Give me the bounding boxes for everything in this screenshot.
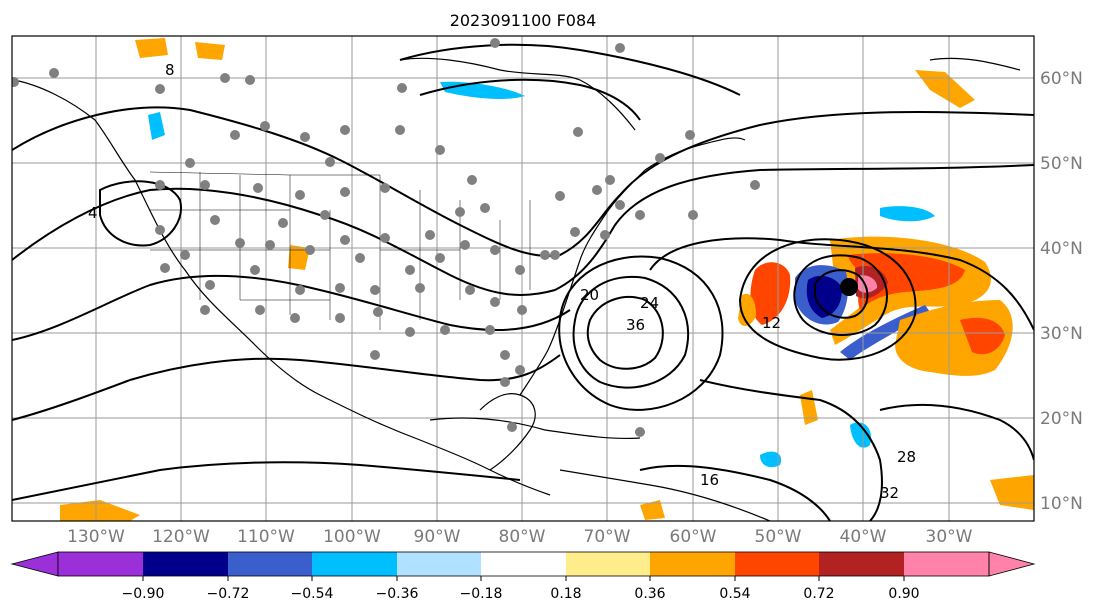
contour-label-4: 4 [88, 204, 98, 222]
warm-patch-3 [915, 70, 975, 108]
colorbar-bin-11 [904, 552, 989, 576]
cold-patch-3 [880, 206, 935, 222]
colorbar-tick-label-4: −0.36 [376, 586, 419, 602]
colorbar-bin-6 [481, 552, 566, 576]
latitude-axis: 60°N 50°N 40°N 30°N 20°N 10°N [1040, 69, 1083, 514]
lon-label-70w: 70°W [584, 527, 631, 547]
map-frame [11, 35, 1035, 522]
contour-value-labels: 4 8 12 16 20 24 28 32 36 [88, 61, 916, 502]
lon-label-30w: 30°W [926, 527, 973, 547]
lon-label-90w: 90°W [414, 527, 461, 547]
colorbar-tick-label-7: 0.36 [634, 586, 665, 602]
lat-label-10n: 10°N [1040, 494, 1083, 514]
colorbar-tick-label-2: −0.72 [207, 586, 250, 602]
warm-patch-1 [135, 38, 168, 58]
colorbar-bin-5 [397, 552, 481, 576]
lon-label-130w: 130°W [67, 527, 125, 547]
warm-patch-6 [990, 475, 1034, 510]
contour-label-32: 32 [880, 484, 899, 502]
contour-label-36: 36 [626, 316, 645, 334]
colorbar-bin-4 [312, 552, 397, 576]
contour-label-24: 24 [640, 294, 659, 312]
coastlines [13, 57, 1021, 521]
colorbar-tick-label-3: −0.54 [291, 586, 334, 602]
lat-label-50n: 50°N [1040, 154, 1083, 174]
colorbar-max-extend [988, 551, 1036, 577]
cold-patch-5 [850, 422, 871, 448]
lon-label-80w: 80°W [499, 527, 546, 547]
colorbar-bin-3 [228, 552, 312, 576]
storm-center-marker [840, 278, 858, 296]
lon-label-100w: 100°W [323, 527, 381, 547]
contour-label-28: 28 [897, 448, 916, 466]
lon-label-120w: 120°W [152, 527, 210, 547]
colorbar-outline [57, 551, 990, 577]
colorbar-min-extend [10, 551, 59, 577]
colorbar-tick-label-8: 0.54 [719, 586, 750, 602]
colorbar-ticks [142, 576, 905, 581]
colorbar-tick-label-10: 0.90 [888, 586, 919, 602]
lon-label-50w: 50°W [755, 527, 802, 547]
warm-patch-4 [288, 245, 310, 270]
contour-label-8: 8 [165, 61, 175, 79]
contour-label-12: 12 [762, 314, 781, 332]
lat-label-20n: 20°N [1040, 409, 1083, 429]
graticule [12, 36, 1034, 521]
colorbar-tick-label-6: 0.18 [550, 586, 581, 602]
colorbar-bin-9 [735, 552, 819, 576]
lat-label-40n: 40°N [1040, 239, 1083, 259]
colorbar-bin-2 [143, 552, 228, 576]
colorbar-bin-7 [566, 552, 650, 576]
colorbar: −0.90 −0.72 −0.54 −0.36 −0.18 0.18 0.36 … [10, 551, 1036, 602]
south-warm-core-region [960, 317, 1005, 355]
cold-patch-2 [148, 112, 165, 140]
colorbar-tick-label-1: −0.90 [122, 586, 165, 602]
state-borders [149, 171, 531, 330]
lon-label-60w: 60°W [670, 527, 717, 547]
colorbar-bin-1 [58, 552, 143, 576]
contour-label-20: 20 [580, 286, 599, 304]
colorbar-bin-8 [650, 552, 735, 576]
colorbar-tick-label-9: 0.72 [803, 586, 834, 602]
lat-label-30n: 30°N [1040, 324, 1083, 344]
warm-patch-5 [60, 500, 140, 521]
map-title: 2023091100 F084 [450, 11, 597, 30]
lon-label-40w: 40°W [840, 527, 887, 547]
lon-label-110w: 110°W [237, 527, 295, 547]
cold-patch-4 [760, 451, 782, 468]
station-markers [12, 38, 760, 437]
colorbar-tick-label-5: −0.18 [460, 586, 503, 602]
warm-patch-8 [640, 500, 665, 520]
west-warm-region [750, 262, 791, 325]
lat-label-60n: 60°N [1040, 69, 1083, 89]
west-warm-edge-region [738, 293, 756, 326]
longitude-axis: 130°W 120°W 110°W 100°W 90°W 80°W 70°W 6… [67, 527, 973, 547]
warm-patch-2 [195, 42, 225, 60]
colorbar-bin-10 [819, 552, 904, 576]
strong-warm-anomaly-region [848, 253, 965, 310]
map-panel: 4 8 12 16 20 24 28 32 36 [11, 35, 1035, 522]
contour-label-16: 16 [700, 471, 719, 489]
